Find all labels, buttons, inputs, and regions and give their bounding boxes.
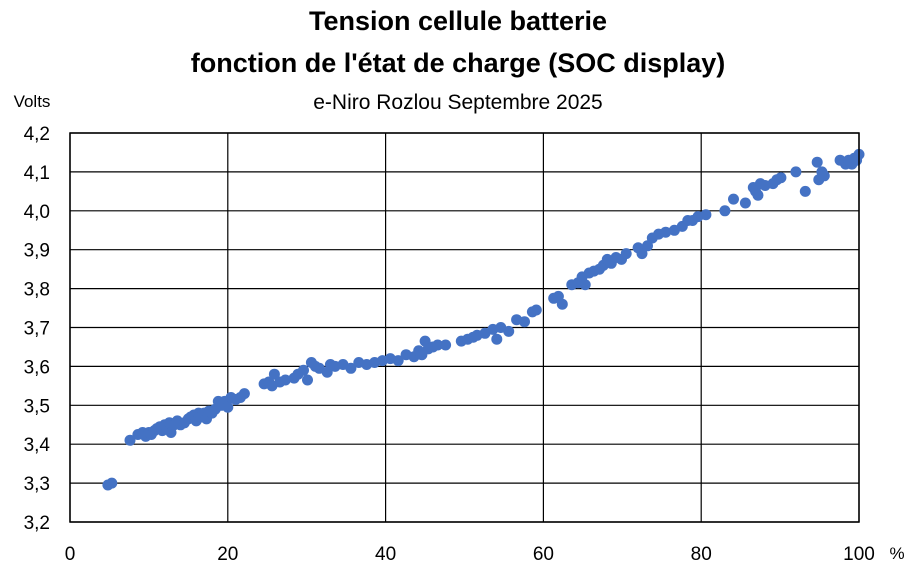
y-tick-label: 3,2	[24, 513, 50, 534]
y-tick-label: 3,3	[24, 474, 50, 495]
data-point	[491, 333, 503, 345]
x-tick-label: 80	[691, 544, 712, 565]
data-point	[268, 368, 280, 380]
x-tick-label: 100	[843, 544, 875, 565]
data-point	[302, 374, 313, 386]
data-point	[530, 304, 542, 316]
grid-lines	[69, 132, 860, 523]
y-tick-label: 3,5	[24, 396, 50, 417]
data-point	[620, 248, 632, 260]
plot-area	[69, 132, 860, 523]
data-point	[345, 362, 357, 374]
data-point	[556, 298, 568, 310]
data-point	[519, 316, 530, 328]
y-tick-labels: 3,2 3,3 3,4 3,5 3,6 3,7 3,8 3,9 4,0 4,1 4,2	[24, 124, 51, 534]
data-point	[752, 189, 764, 201]
x-tick-label: 0	[65, 544, 76, 565]
data-point	[728, 193, 739, 205]
data-point	[700, 209, 712, 221]
x-tick-label: 40	[375, 544, 396, 565]
data-points	[102, 148, 865, 491]
y-tick-label: 3,4	[24, 435, 51, 456]
data-point	[503, 325, 515, 337]
x-tick-label: 20	[217, 544, 238, 565]
y-tick-label: 3,9	[24, 241, 50, 262]
data-point	[775, 172, 787, 184]
data-point	[790, 166, 802, 178]
data-point	[799, 185, 811, 197]
x-tick-label: 60	[533, 544, 554, 565]
data-point	[298, 364, 309, 376]
data-point	[818, 170, 830, 182]
data-point	[636, 248, 648, 260]
y-tick-label: 4,1	[24, 163, 50, 184]
data-point	[279, 374, 291, 386]
data-point	[440, 339, 452, 351]
y-axis-label: Volts	[14, 92, 51, 111]
chart-title-line2: fonction de l'état de charge (SOC displa…	[191, 48, 726, 78]
x-tick-labels: 0 20 40 60 80 100	[65, 544, 875, 565]
data-point	[392, 355, 404, 367]
data-point	[222, 401, 234, 413]
y-tick-label: 3,8	[24, 280, 50, 301]
x-axis-unit: %	[889, 544, 904, 563]
data-point	[238, 388, 250, 400]
data-point	[124, 434, 136, 446]
data-point	[739, 197, 751, 209]
y-tick-label: 3,6	[24, 357, 50, 378]
chart-title-line1: Tension cellule batterie	[309, 6, 607, 36]
data-point	[719, 205, 731, 217]
y-tick-label: 3,7	[24, 319, 50, 340]
data-point	[432, 339, 444, 351]
data-point	[106, 477, 118, 489]
data-point	[579, 279, 591, 291]
y-tick-label: 4,0	[24, 202, 50, 223]
data-point	[660, 226, 672, 238]
y-tick-label: 4,2	[24, 124, 50, 145]
data-point	[811, 156, 823, 168]
chart-subtitle: e-Niro Rozlou Septembre 2025	[313, 91, 603, 114]
